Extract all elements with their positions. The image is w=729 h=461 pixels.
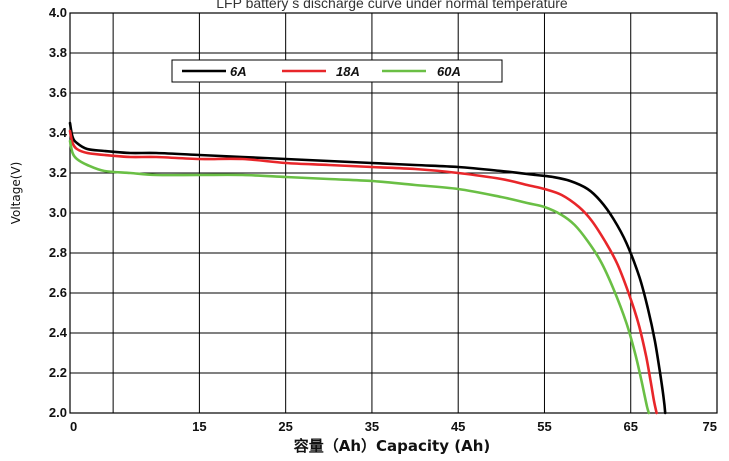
legend-box [171,59,503,83]
legend: 6A 18A 60A [171,59,503,83]
y-axis-label: Voltage(V) [9,162,23,225]
tick-layer: 2.0 2.2 2.4 2.6 2.8 3.0 3.2 3.4 3.6 3.8 4.0 0 15 25 35… [49,5,717,434]
x-tick-label: 55 [537,419,551,434]
grid-layer [69,12,718,414]
y-tick-label: 2.8 [49,245,67,260]
chart-title: LFP battery s discharge curve under norm… [216,0,568,11]
y-tick-label: 4.0 [49,5,67,20]
series-line-18a [68,129,658,415]
legend-label: 6A [230,64,247,79]
x-tick-label: 65 [623,419,637,434]
legend-label: 60A [437,64,461,79]
y-tick-label: 3.6 [49,85,67,100]
y-tick-label: 3.8 [49,45,67,60]
y-tick-label: 3.0 [49,205,67,220]
x-tick-label: 15 [192,419,206,434]
y-tick-label: 2.2 [49,365,67,380]
y-tick-label: 3.4 [49,125,68,140]
y-tick-label: 2.6 [49,285,67,300]
series-layer [68,121,667,415]
series-line-6a [68,121,667,415]
x-tick-label: 45 [451,419,465,434]
x-tick-label: 35 [365,419,379,434]
series-line-60a [68,139,651,415]
x-axis-label: 容量（Ah）Capacity (Ah) [293,437,490,455]
x-tick-label: 75 [703,419,717,434]
y-tick-label: 2.0 [49,405,67,420]
y-tick-label: 3.2 [49,165,67,180]
y-tick-label: 2.4 [49,325,68,340]
x-tick-label: 25 [278,419,292,434]
x-tick-label: 0 [70,419,77,434]
plot-frame [69,12,718,414]
legend-label: 18A [336,64,360,79]
